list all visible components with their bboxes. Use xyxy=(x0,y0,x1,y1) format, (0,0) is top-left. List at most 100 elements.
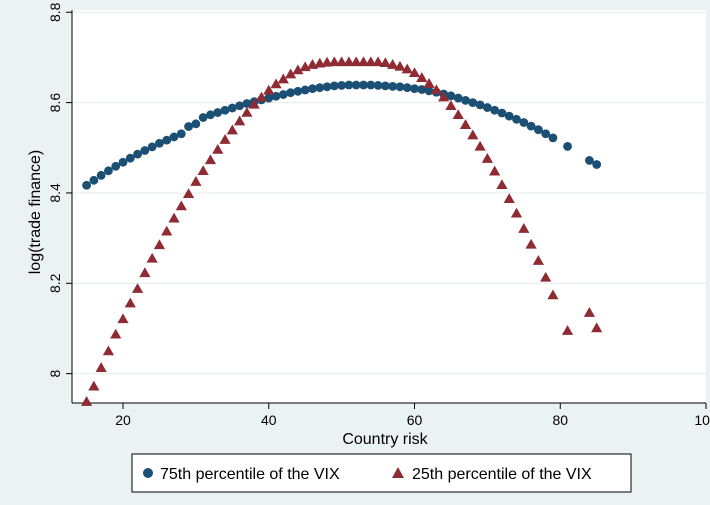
data-point xyxy=(503,193,515,204)
data-point xyxy=(176,129,186,139)
data-point xyxy=(140,146,150,155)
data-point xyxy=(111,161,121,171)
data-point xyxy=(162,135,172,145)
data-point xyxy=(88,380,100,391)
data-point xyxy=(227,103,237,113)
data-point xyxy=(147,142,157,152)
axes xyxy=(71,10,706,404)
data-point xyxy=(445,100,457,110)
y-axis-label: log(trade finance) xyxy=(27,150,44,275)
data-point xyxy=(490,105,500,115)
y-tick-label: 8.6 xyxy=(47,93,63,113)
data-point xyxy=(118,157,128,167)
data-point xyxy=(133,149,142,159)
data-point xyxy=(344,80,354,90)
data-point xyxy=(300,85,310,95)
data-point xyxy=(322,82,332,92)
data-point xyxy=(350,56,362,67)
data-point xyxy=(438,91,450,102)
data-point xyxy=(95,362,107,372)
data-point xyxy=(424,86,434,96)
data-point xyxy=(475,100,485,110)
data-point xyxy=(585,156,594,165)
data-point xyxy=(365,56,377,67)
data-point xyxy=(366,80,376,90)
data-point xyxy=(197,165,209,176)
data-point xyxy=(168,212,180,223)
legend-label-75th: 75th percentile of the VIX xyxy=(160,466,340,483)
data-point xyxy=(131,283,144,293)
data-point xyxy=(293,86,303,96)
data-point xyxy=(286,88,296,98)
data-point xyxy=(540,271,552,282)
data-point xyxy=(541,129,551,139)
data-point xyxy=(481,153,493,163)
data-point xyxy=(591,322,603,333)
legend-marker-75th xyxy=(143,468,153,478)
data-point xyxy=(452,109,464,119)
data-point xyxy=(190,176,202,186)
y-tick-label: 8.8 xyxy=(47,2,63,22)
gridlines xyxy=(72,11,706,375)
data-point xyxy=(343,56,355,67)
data-point xyxy=(423,78,435,88)
y-tick-label: 8.2 xyxy=(47,273,63,293)
data-point xyxy=(402,83,412,93)
data-point xyxy=(139,267,151,278)
data-point xyxy=(125,153,135,163)
data-point xyxy=(329,81,339,91)
data-point xyxy=(264,93,274,103)
legend-marker-25th xyxy=(392,467,404,478)
data-point xyxy=(461,95,470,105)
data-point xyxy=(459,119,472,129)
data-point xyxy=(263,84,275,95)
data-point xyxy=(416,72,428,82)
data-point xyxy=(387,59,399,69)
data-point xyxy=(124,297,136,308)
data-point xyxy=(563,142,572,151)
data-point xyxy=(401,63,413,74)
data-point xyxy=(497,108,507,118)
x-tick-label: 80 xyxy=(552,412,568,428)
data-point xyxy=(395,82,405,92)
data-point xyxy=(213,108,223,117)
data-point xyxy=(410,84,419,93)
data-point xyxy=(212,143,224,154)
data-point xyxy=(169,132,179,142)
data-point xyxy=(533,125,543,135)
data-point xyxy=(146,252,158,263)
data-point xyxy=(532,255,544,265)
data-point xyxy=(226,124,238,135)
data-point xyxy=(474,140,486,151)
axis-ticks: 8 8.2 8.4 8.6 8.8 20 40 60 80 100 xyxy=(47,2,710,428)
data-point xyxy=(206,110,215,120)
data-point xyxy=(548,133,558,143)
data-point xyxy=(204,154,217,165)
data-point xyxy=(351,80,361,90)
data-point xyxy=(357,56,370,67)
data-point xyxy=(510,207,523,218)
data-series xyxy=(80,56,603,406)
data-point xyxy=(496,179,508,190)
data-point xyxy=(155,138,164,148)
data-point xyxy=(175,200,187,211)
data-point xyxy=(336,56,348,67)
data-point xyxy=(512,114,521,124)
data-point xyxy=(379,57,391,68)
data-point xyxy=(102,345,115,356)
data-point xyxy=(110,328,122,339)
data-point xyxy=(372,56,384,67)
data-point xyxy=(518,223,530,233)
data-point xyxy=(80,396,93,406)
data-point xyxy=(359,80,368,90)
data-point xyxy=(242,99,252,108)
data-point xyxy=(117,313,129,324)
data-point xyxy=(104,166,113,176)
data-point xyxy=(82,180,91,190)
data-point xyxy=(285,68,297,79)
data-point xyxy=(328,56,340,67)
data-point xyxy=(278,90,288,99)
data-point xyxy=(255,91,268,102)
